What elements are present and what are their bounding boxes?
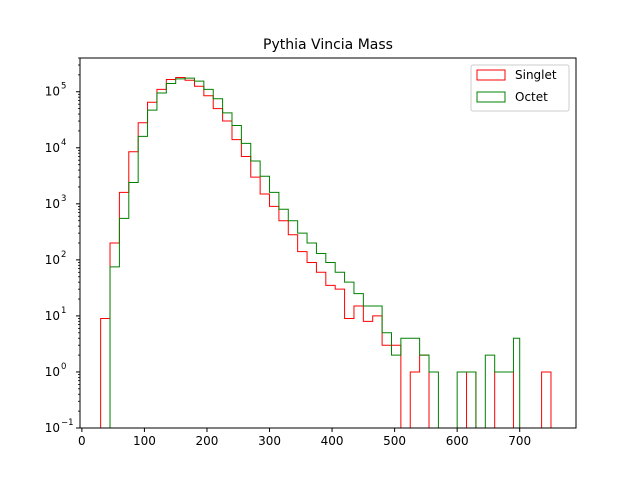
- x-tick-label: 200: [196, 434, 219, 448]
- y-tick-exponent: 3: [61, 194, 66, 204]
- y-tick-exponent: 2: [61, 250, 66, 260]
- y-tick-label: 10: [45, 365, 60, 379]
- x-tick-label: 600: [446, 434, 469, 448]
- series-singlet-line: [100, 76, 555, 429]
- x-tick-label: 100: [133, 434, 156, 448]
- legend-swatch-octet: [476, 91, 506, 103]
- y-tick-label: 10: [45, 197, 60, 211]
- y-tick-label: 10: [45, 421, 60, 435]
- x-tick-label: 700: [508, 434, 531, 448]
- y-tick-exponent: 4: [61, 138, 66, 148]
- x-tick-label: 400: [321, 434, 344, 448]
- y-tick-label: 10: [45, 309, 60, 323]
- legend-label-octet: Octet: [515, 90, 548, 104]
- series-octet-line: [106, 77, 521, 429]
- legend-label-singlet: Singlet: [515, 68, 557, 82]
- y-tick-label: 10: [45, 85, 60, 99]
- x-tick-label: 300: [258, 434, 281, 448]
- axes-frame: [79, 57, 577, 429]
- x-tick-label: 0: [78, 434, 86, 448]
- chart-title: Pythia Vincia Mass: [263, 37, 393, 53]
- legend-box: [470, 64, 570, 112]
- y-tick-label: 10: [45, 253, 60, 267]
- x-tick-label: 500: [383, 434, 406, 448]
- y-tick-label: 10: [45, 141, 60, 155]
- x-axis: 0 100 200 300 400 500 600 700: [78, 428, 531, 448]
- legend: Singlet Octet: [470, 64, 570, 112]
- y-tick-exponent: 0: [61, 362, 66, 372]
- y-tick-exponent: 5: [61, 82, 66, 92]
- y-tick-exponent: 1: [61, 306, 66, 316]
- plot-area: [100, 76, 555, 429]
- legend-swatch-singlet: [476, 69, 506, 81]
- y-tick-exponent: −1: [61, 418, 74, 428]
